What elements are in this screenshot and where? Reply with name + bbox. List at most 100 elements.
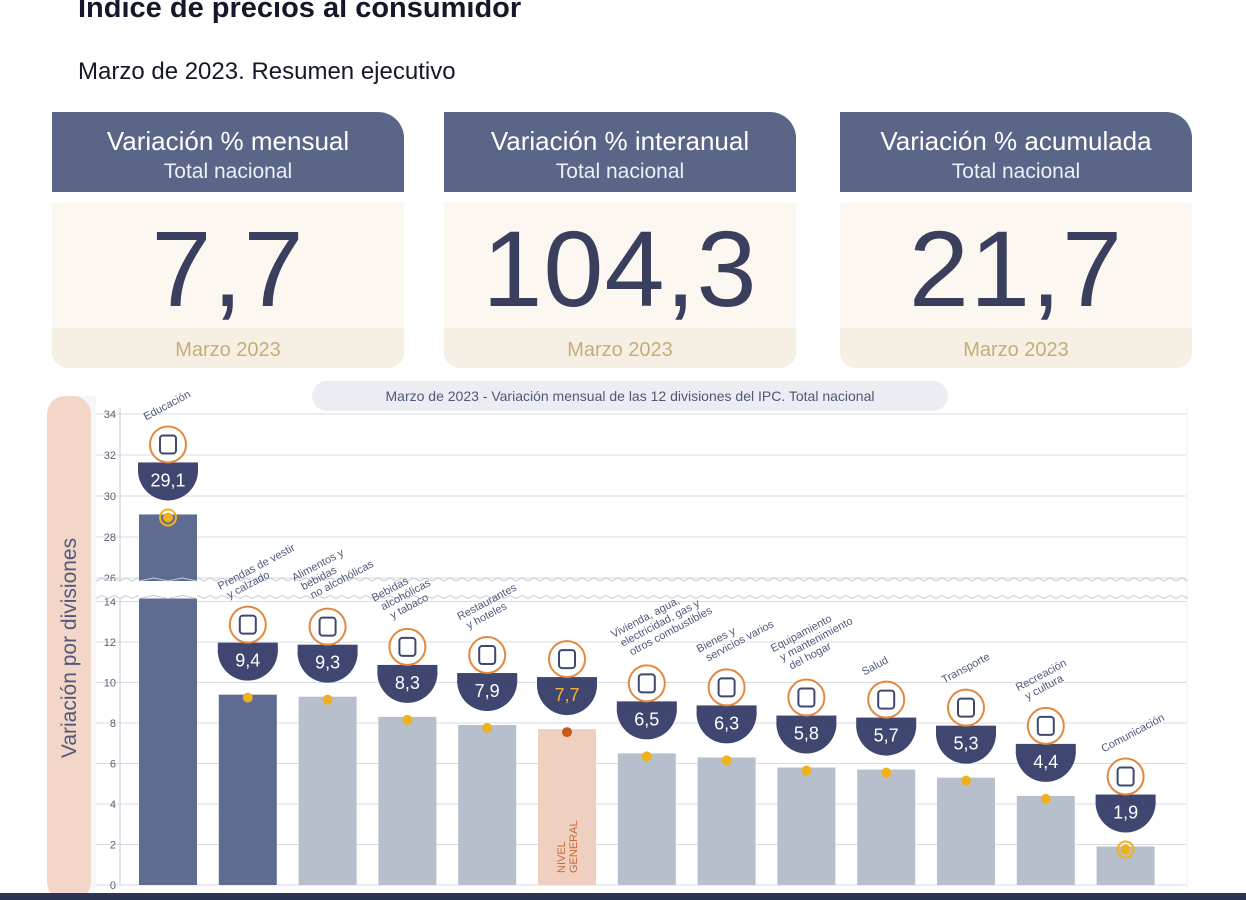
value-bubble	[537, 685, 597, 716]
y-tick-label: 28	[104, 532, 116, 544]
y-tick-label: 30	[104, 491, 116, 503]
page-title: Índice de precios al consumidor	[78, 0, 522, 24]
value-bubble	[616, 709, 677, 740]
value-marker	[242, 692, 253, 703]
bar	[298, 696, 357, 885]
value-label: 5,8	[794, 724, 819, 744]
value-bubble	[297, 652, 358, 683]
value-bubble-top	[217, 642, 278, 653]
value-marker-ring	[1116, 840, 1135, 859]
y-tick-label: 32	[104, 450, 116, 462]
bar	[617, 753, 676, 885]
category-label-line: GENERAL	[568, 820, 580, 873]
value-bubble-top	[696, 705, 757, 716]
y-tick-label: 34	[104, 409, 116, 421]
chart-title: Marzo de 2023 - Variación mensual de las…	[386, 388, 875, 404]
value-bubble	[856, 725, 917, 756]
phone-icon	[1106, 757, 1145, 796]
bar	[1016, 795, 1075, 885]
value-marker	[721, 755, 732, 766]
axis-break-band	[96, 581, 1186, 599]
value-bubble-top	[856, 717, 917, 728]
bar	[777, 767, 836, 885]
kpi-body: 21,7 Marzo 2023	[840, 202, 1192, 368]
cutlery-icon	[468, 636, 507, 675]
value-bubble	[776, 723, 837, 754]
value-marker	[562, 727, 572, 738]
value-marker-ring	[159, 508, 177, 527]
washing-machine-icon	[787, 678, 826, 717]
kpi-scope: Total nacional	[163, 160, 293, 183]
value-bubble-top	[457, 673, 518, 684]
kpi-title: Variación % interanual	[490, 126, 750, 156]
bar-chart: Marzo de 2023 - Variación mensual de las…	[47, 381, 1189, 900]
bar	[139, 514, 197, 885]
food-basket-icon	[308, 607, 347, 646]
value-marker	[163, 512, 173, 523]
kpi-period: Marzo 2023	[175, 339, 281, 361]
bottles-icon	[388, 627, 427, 666]
value-label: 1,9	[1113, 803, 1138, 823]
value-bubble-top	[377, 664, 438, 675]
bar	[378, 716, 437, 885]
chalkboard-icon	[149, 425, 187, 464]
bar	[937, 777, 995, 885]
value-label: 5,7	[874, 726, 899, 746]
value-label: 9,4	[235, 651, 260, 671]
y-tick-label: 14	[104, 597, 116, 609]
value-bubble	[1015, 751, 1076, 782]
kpi-value: 21,7	[908, 208, 1124, 329]
value-marker	[641, 751, 652, 762]
bar-group: 7,7 NIVEL GENERAL	[537, 640, 597, 885]
bar	[458, 725, 517, 885]
kpi-card-monthly: Variación % mensual Total nacional 7,7 M…	[52, 112, 404, 368]
kpi-title: Variación % mensual	[106, 126, 350, 156]
value-bubble-top	[936, 725, 996, 736]
bar	[538, 729, 596, 885]
bar-break-gap	[139, 581, 197, 599]
medical-cross-icon	[867, 680, 906, 719]
value-bubble-top	[297, 644, 358, 655]
value-bubble-top	[537, 677, 597, 688]
value-marker	[881, 767, 892, 778]
y-axis-label: Variación por divisiones	[58, 538, 81, 758]
kpi-header: Variación % mensual Total nacional	[52, 112, 404, 192]
value-marker	[482, 723, 493, 734]
page-subtitle: Marzo de 2023. Resumen ejecutivo	[78, 58, 456, 85]
bar	[857, 769, 916, 885]
value-label: 9,3	[315, 653, 340, 673]
y-tick-label: 10	[104, 678, 116, 690]
bar-break-zigzag	[138, 577, 198, 582]
kpi-title: Variación % acumulada	[880, 126, 1152, 156]
axis-break-line	[95, 577, 1189, 582]
value-bubble-top	[616, 701, 677, 712]
value-bubble-top	[1095, 794, 1156, 805]
value-label: 29,1	[150, 470, 185, 490]
value-marker	[961, 775, 971, 786]
kpi-body: 7,7 Marzo 2023	[52, 202, 404, 368]
comb-scissors-icon	[707, 668, 746, 707]
value-label: 4,4	[1033, 752, 1058, 772]
bar	[697, 757, 756, 885]
kpi-scope: Total nacional	[951, 160, 1081, 183]
value-marker	[801, 765, 812, 776]
y-tick-label: 0	[110, 880, 116, 892]
value-marker	[1120, 844, 1131, 855]
value-bubble	[936, 733, 996, 764]
lightbulb-icon	[627, 664, 666, 703]
kpi-period: Marzo 2023	[963, 339, 1069, 361]
value-bubble-top	[776, 715, 837, 726]
beach-umbrella-icon	[1026, 706, 1065, 745]
kpi-card-yearly: Variación % interanual Total nacional 10…	[444, 112, 796, 368]
value-bubble	[377, 672, 438, 703]
value-label: 7,9	[475, 681, 500, 701]
chart-panel: Marzo de 2023 - Variación mensual de las…	[46, 378, 1192, 900]
axis-break-line	[95, 594, 1189, 600]
value-label: 6,3	[714, 713, 739, 733]
kpi-value: 104,3	[482, 208, 758, 329]
kpi-card-accumulated: Variación % acumulada Total nacional 21,…	[840, 112, 1192, 368]
value-bubble-top	[138, 462, 198, 473]
y-tick-label: 2	[110, 840, 116, 852]
